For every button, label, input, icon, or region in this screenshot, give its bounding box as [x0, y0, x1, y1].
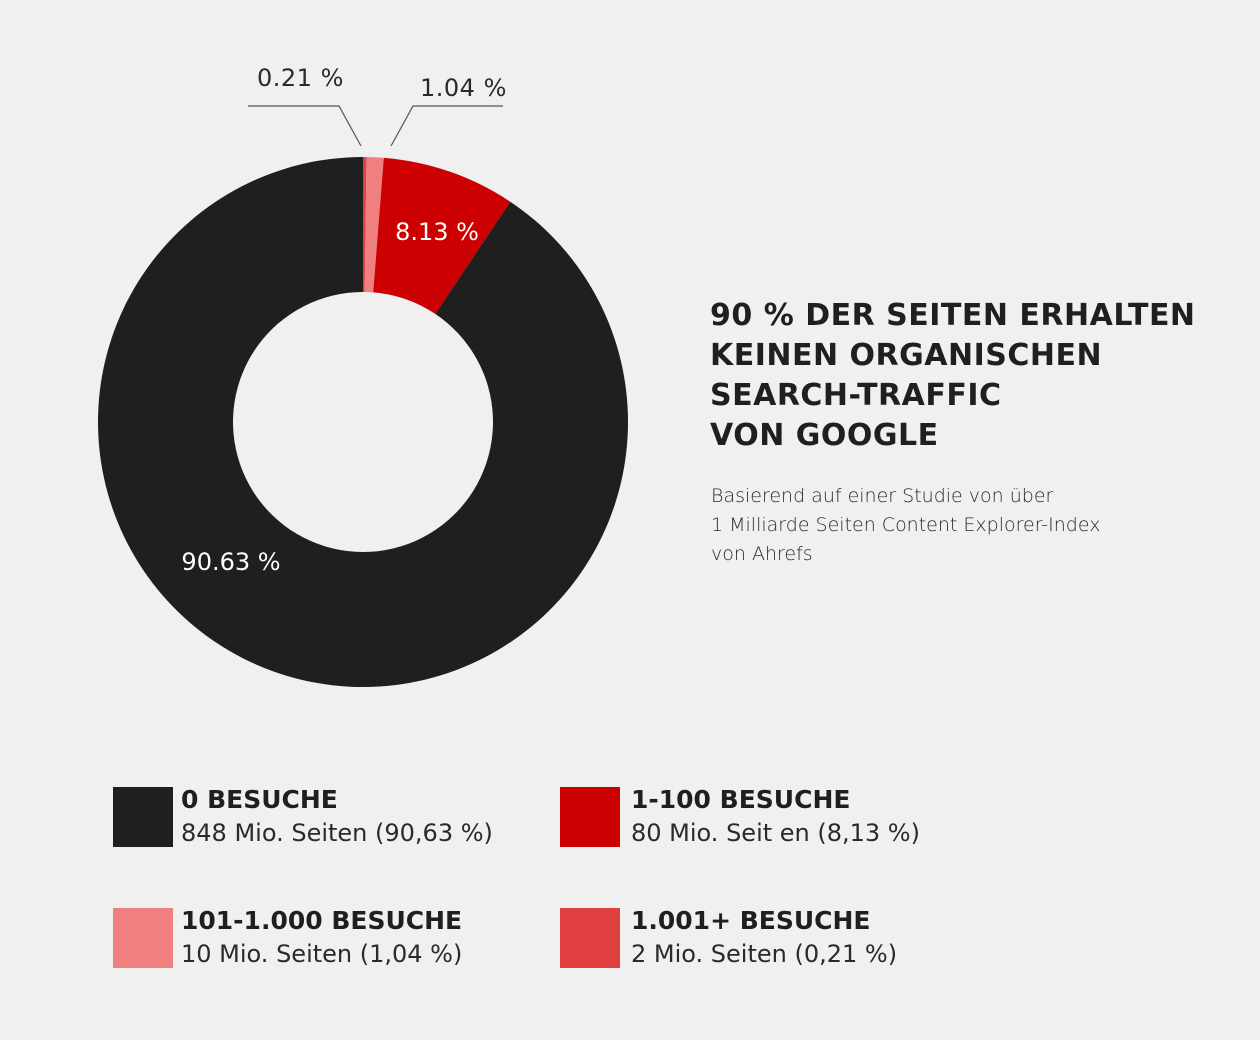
legend-title: 1.001+ BESUCHE: [631, 906, 871, 935]
donut-chart: 8.13 % 90.63 %: [98, 105, 629, 688]
legend-swatch: [113, 787, 173, 847]
title-line: 90 % DER SEITEN ERHALTEN: [710, 298, 1196, 333]
legend-title: 101-1.000 BESUCHE: [181, 906, 463, 935]
donut-slice-1001plus: [363, 157, 367, 293]
chart-title: 90 % DER SEITEN ERHALTEN KEINEN ORGANISC…: [710, 296, 1230, 456]
slice-label-0-besuche: 90.63 %: [181, 548, 280, 576]
leader-line-0-21: [248, 105, 362, 147]
legend-title: 1-100 BESUCHE: [631, 785, 851, 814]
legend-desc: 2 Mio. Seiten (0,21 %): [631, 940, 898, 968]
legend-item-1001-plus-besuche: 1.001+ BESUCHE 2 Mio. Seiten (0,21 %): [560, 906, 980, 970]
leader-line-1-04: [390, 105, 503, 147]
subtitle-line: von Ahrefs: [711, 543, 813, 565]
legend-swatch: [113, 908, 173, 968]
subtitle-line: Basierend auf einer Studie von über: [711, 485, 1054, 507]
legend-swatch: [560, 787, 620, 847]
slice-label-1-04: 1.04 %: [420, 74, 507, 102]
donut-slice-1to100: [373, 157, 511, 314]
chart-subtitle: Basierend auf einer Studie von über 1 Mi…: [711, 482, 1231, 569]
title-line: KEINEN ORGANISCHEN: [710, 338, 1103, 373]
legend-title: 0 BESUCHE: [181, 785, 338, 814]
legend-swatch: [560, 908, 620, 968]
legend-desc: 10 Mio. Seiten (1,04 %): [181, 940, 463, 968]
inner-labels: 8.13 % 90.63 %: [181, 218, 479, 576]
legend-item-0-besuche: 0 BESUCHE 848 Mio. Seiten (90,63 %): [113, 785, 533, 849]
donut-slices: [98, 156, 629, 688]
title-line: SEARCH-TRAFFIC: [710, 378, 1002, 413]
legend-item-101-1000-besuche: 101-1.000 BESUCHE 10 Mio. Seiten (1,04 %…: [113, 906, 533, 970]
legend-desc: 848 Mio. Seiten (90,63 %): [181, 819, 493, 847]
donut-slice-101to1000: [364, 157, 384, 293]
leader-lines: [248, 105, 503, 147]
slice-label-0-21: 0.21 %: [257, 64, 344, 92]
legend-desc: 80 Mio. Seit en (8,13 %): [631, 819, 920, 847]
donut-slice-zero: [98, 156, 629, 688]
legend-item-1-100-besuche: 1-100 BESUCHE 80 Mio. Seit en (8,13 %): [560, 785, 980, 849]
subtitle-line: 1 Milliarde Seiten Content Explorer-Inde…: [711, 514, 1101, 536]
slice-label-1-100: 8.13 %: [395, 218, 479, 246]
title-line: VON GOOGLE: [710, 418, 939, 453]
